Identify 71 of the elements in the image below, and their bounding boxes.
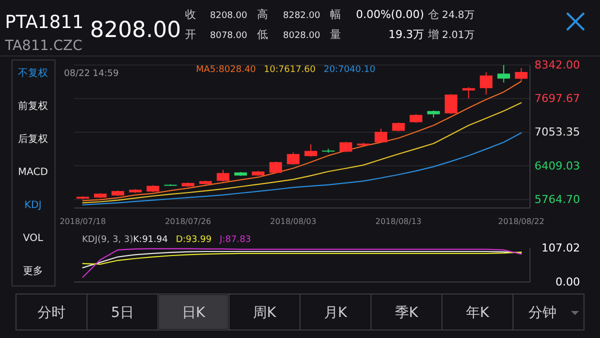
chart-title: KDJ(9, 3, 3) [82,235,134,245]
text: 8208.00 [90,18,181,43]
text: 周K [252,305,277,321]
text: 前复权 [18,100,48,112]
x-tick-label: 2018/08/22 [498,217,544,226]
text: 10:7617.60 [264,65,316,75]
text: 8208.00 [210,11,248,21]
text: 5日 [111,305,134,321]
candlestick [497,64,510,83]
x-tick-label: 2018/07/26 [164,217,212,226]
y-tick-label: 7053.35 [534,126,580,139]
candlestick [340,141,352,153]
y-tick-label: 7697.67 [534,92,580,106]
line-series [82,80,522,202]
text: 增 [427,28,439,41]
text: 8282.00 [283,11,320,21]
text: 开 [185,28,196,41]
text: 收 [185,8,196,21]
series-label: D:93.99 [176,235,212,245]
text: 低 [257,28,268,41]
series-label: J:87.83 [218,235,252,245]
text: 0.00%(0.00) [356,8,424,21]
text: 分钟 [528,305,556,321]
text: 分时 [38,305,66,321]
text: TA811.CZC [4,38,83,54]
line-series [82,248,522,278]
text: PTA1811 [5,12,84,33]
candlestick [286,152,300,166]
candlestick [514,68,528,82]
x-tick-label: 2018/07/18 [60,217,106,226]
text: 8028.00 [283,31,320,41]
annotation: 08/22 14:59 [64,69,120,79]
text: 2.01万 [442,30,474,41]
text: 更多 [23,265,43,277]
candlestick [269,161,282,174]
text: 不复权 [18,67,48,79]
line-series [82,132,522,206]
text: 日K [182,305,206,321]
x-tick-label: 2018/08/13 [375,217,422,226]
text: 量 [330,28,341,41]
y-tick-label: 0.00 [556,276,580,288]
text: 年K [466,305,490,321]
text: 季K [394,305,419,321]
text: 20:7040.10 [324,65,376,75]
candlestick [444,94,458,114]
text: 月K [324,305,348,321]
y-tick-label: 5764.70 [534,192,580,206]
candlestick [374,128,388,144]
line-series [82,102,522,204]
candlestick [480,72,492,96]
text: 高 [257,8,268,21]
text: 24.8万 [442,10,474,21]
line-series [82,250,522,268]
text: 仓 [428,8,439,21]
candlestick [304,144,318,158]
line-series [82,252,522,265]
text: KDJ [24,200,42,211]
text: 幅 [330,8,341,21]
y-tick-label: 107.02 [542,242,580,254]
text: 8078.00 [210,31,248,41]
text: MACD [18,167,48,178]
candlestick [216,169,230,182]
series-label: K:91.94 [133,235,168,245]
text: 后复权 [18,133,48,145]
x-tick-label: 2018/08/03 [270,217,316,226]
text: VOL [22,233,44,244]
y-tick-label: 6409.03 [534,159,580,172]
text: 19.3万 [388,28,424,41]
y-tick-label: 8342.00 [534,58,580,72]
candlestick [462,86,475,99]
text: MA5:8028.40 [196,65,256,75]
